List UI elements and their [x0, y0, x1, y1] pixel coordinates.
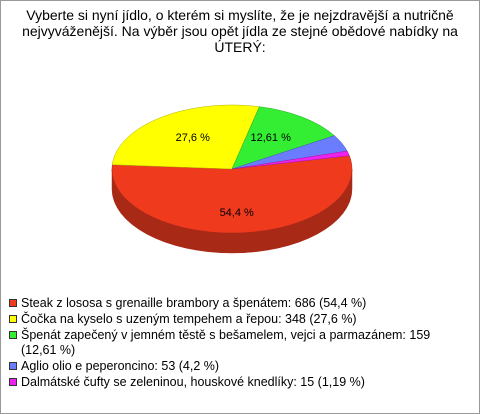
legend-label: Aglio olio e peperoncino: 53 (4,2 %)	[21, 359, 220, 373]
legend-item: Dalmátské čufty se zeleninou, houskové k…	[9, 375, 469, 390]
slice	[231, 150, 350, 170]
chart-title: Vyberte si nyní jídlo, o kterém si myslí…	[22, 7, 458, 55]
legend-label: Steak z lososa s grenaille brambory a šp…	[21, 296, 367, 310]
legend-item: Aglio olio e peperoncino: 53 (4,2 %)	[9, 359, 469, 374]
legend-swatch	[9, 299, 17, 307]
legend: Steak z lososa s grenaille brambory a šp…	[9, 296, 469, 391]
slice	[231, 106, 335, 170]
slice	[111, 104, 260, 170]
value-label: 12,61 %	[251, 132, 292, 144]
legend-label: Špenát zapečený v jemném těstě s bešamel…	[21, 328, 431, 357]
legend-label: Dalmátské čufty se zeleninou, houskové k…	[21, 375, 365, 389]
legend-item: Čočka na kyselo s uzeným tempehem a řepo…	[9, 312, 469, 327]
legend-swatch	[9, 362, 17, 370]
legend-swatch	[9, 378, 17, 386]
legend-swatch	[9, 331, 17, 339]
pie-area: 54,4 % 27,6 % 12,61 %	[111, 104, 353, 254]
value-label: 27,6 %	[176, 132, 210, 144]
legend-item: Steak z lososa s grenaille brambory a šp…	[9, 296, 469, 311]
value-label: 54,4 %	[220, 207, 254, 219]
legend-item: Špenát zapečený v jemném těstě s bešamel…	[9, 328, 469, 358]
legend-swatch	[9, 315, 17, 323]
slice	[111, 155, 353, 234]
legend-label: Čočka na kyselo s uzeným tempehem a řepo…	[21, 312, 357, 326]
